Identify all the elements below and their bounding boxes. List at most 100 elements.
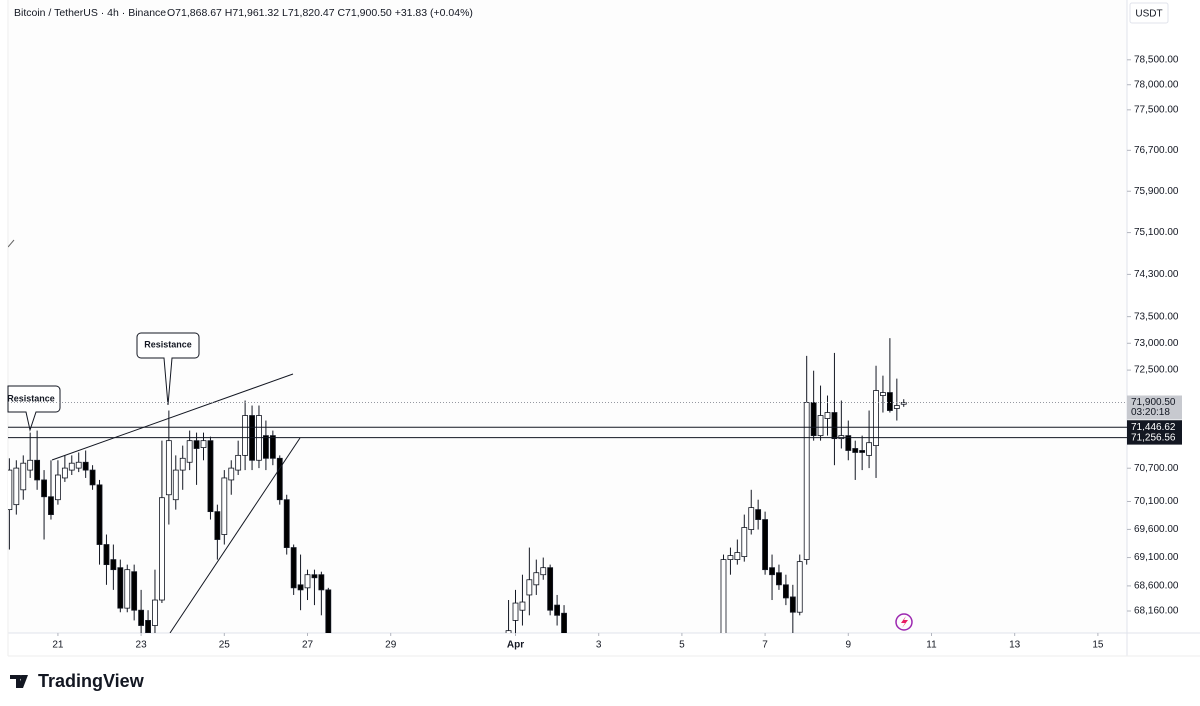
candle-body [263, 435, 269, 459]
candle-body [561, 612, 567, 633]
x-tick-label: 15 [1092, 640, 1104, 651]
candle-body [179, 457, 186, 471]
candle-body [873, 390, 879, 446]
candle-body [221, 477, 228, 535]
candle-body [68, 462, 75, 471]
candle-body [880, 392, 886, 396]
candle-body [762, 519, 768, 571]
candle-body [75, 461, 82, 469]
candle-body [886, 392, 893, 411]
alert-icon[interactable] [895, 613, 913, 631]
price-line-label: 71,256.56 [1131, 432, 1176, 443]
candle-body [533, 572, 540, 586]
y-tick-label: 70,100.00 [1134, 496, 1179, 507]
candle-body [96, 484, 103, 545]
candle-body [82, 461, 89, 471]
candle-body [110, 559, 117, 571]
candle-body [893, 405, 900, 409]
candle-body [283, 499, 290, 548]
y-tick-label: 78,500.00 [1134, 54, 1179, 65]
candle-body [526, 579, 533, 596]
candle-body [103, 544, 110, 566]
brand: TradingView [38, 671, 145, 691]
y-tick-label: 74,300.00 [1134, 269, 1179, 280]
last-price-box [1127, 395, 1182, 420]
logo-mark [10, 675, 28, 688]
symbol-title: Bitcoin / TetherUS · 4h · Binance [14, 7, 166, 19]
y-tick-label: 70,700.00 [1134, 463, 1179, 474]
x-tick-label: 29 [385, 640, 397, 651]
alert-circle[interactable] [895, 613, 913, 631]
candle-body [145, 620, 151, 633]
trend-line [8, 239, 15, 248]
candle-body [810, 402, 817, 437]
candle-body [540, 567, 547, 576]
candle-body [242, 415, 249, 456]
last-price-label: 71,900.50 [1131, 397, 1176, 408]
alert-bolt[interactable] [901, 616, 908, 628]
x-tick-label: 5 [679, 640, 685, 651]
candle-body [228, 467, 235, 481]
callout-box [136, 332, 200, 406]
annotation: Resistance [144, 339, 192, 349]
x-tick-label: 27 [302, 640, 314, 651]
candle-body [900, 402, 907, 405]
x-tick-label: 11 [926, 640, 937, 651]
x-tick-label: 21 [52, 640, 64, 651]
candle-body [117, 567, 124, 609]
candle-body [769, 567, 775, 576]
y-tick-label: 69,100.00 [1134, 552, 1179, 563]
candle-body [200, 440, 207, 448]
candle-body [852, 448, 859, 453]
candle-body [13, 467, 20, 506]
candle-body [755, 509, 762, 520]
y-tick-label: 68,600.00 [1134, 581, 1179, 592]
candle-body [803, 402, 810, 560]
candles [8, 338, 907, 633]
candle-body [734, 552, 741, 560]
callout: Resistance Resistance [7, 332, 200, 432]
candle-body [207, 440, 214, 513]
candle-body [186, 440, 193, 463]
candle-body [27, 459, 34, 471]
candle-body [55, 474, 61, 501]
candle-body [131, 571, 138, 611]
candle-body [165, 440, 172, 496]
candle-body [519, 601, 526, 611]
candle-body [748, 507, 755, 530]
candle-body [297, 584, 304, 591]
candle-body [172, 469, 179, 501]
y-tick-label: 68,160.00 [1134, 606, 1179, 617]
candle-body [866, 442, 872, 456]
candle-body [512, 602, 519, 621]
trend-line [169, 437, 301, 633]
candle-body [124, 569, 131, 609]
y-tick-label: 75,100.00 [1134, 227, 1179, 238]
x-tick-label: 3 [596, 640, 602, 651]
candle-body [325, 589, 332, 633]
candle-body [311, 574, 318, 579]
candle-body [720, 559, 727, 633]
x-tick-label: 7 [762, 640, 768, 651]
currency-box[interactable] [1129, 2, 1169, 24]
candle-body [776, 572, 782, 586]
candle-body [547, 567, 554, 611]
plot-area [8, 0, 1127, 633]
y-tick-label: 72,500.00 [1134, 365, 1179, 376]
price-line-label-box [1127, 430, 1182, 445]
currency-label[interactable]: USDT [1135, 9, 1162, 20]
x-tick-label: 13 [1009, 640, 1021, 651]
candle-body [789, 596, 796, 613]
y-tick-label: 73,000.00 [1134, 338, 1179, 349]
candle-body [290, 547, 297, 589]
candle-body [214, 511, 221, 540]
candle-body [235, 454, 242, 471]
candle-body [741, 527, 748, 557]
candle-body [796, 561, 803, 613]
candle-body [138, 609, 145, 626]
candle-body [831, 412, 838, 440]
candle-body [8, 469, 13, 511]
candle-body [859, 450, 866, 453]
candle-body [20, 462, 27, 491]
candle-body [34, 459, 41, 481]
